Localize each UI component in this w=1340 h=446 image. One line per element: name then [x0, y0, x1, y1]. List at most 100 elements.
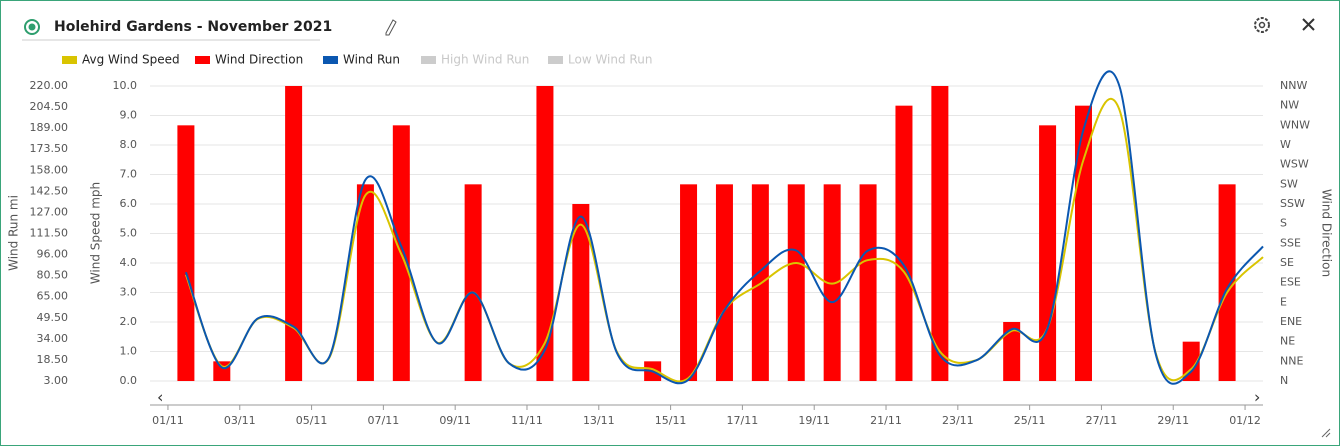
x-tick-label: 27/11: [1086, 414, 1118, 427]
resize-handle[interactable]: [1321, 428, 1331, 438]
x-tick-label: 23/11: [942, 414, 974, 427]
y-tick-label: 3.0: [120, 286, 138, 299]
bar: [1182, 341, 1200, 381]
y-tick-label: 2.0: [120, 315, 138, 328]
y3-axis-title: Wind Run mi: [7, 195, 21, 271]
x-tick-label: 03/11: [224, 414, 256, 427]
plot: 0.0 1.0 2.0 3.0 4.0 5.0 6.0 7.0 8.0 9.0 10.0 3.00 18…: [7, 53, 1334, 428]
y3-tick-label: 158.00: [30, 163, 69, 176]
line: [184, 70, 1264, 385]
y2-tick-label: E: [1280, 295, 1287, 308]
scroll-right[interactable]: ›: [1254, 388, 1260, 407]
close-icon[interactable]: [1302, 18, 1315, 31]
y2-axis-title: Wind Direction: [1320, 189, 1334, 277]
x-tick-label: 01/11: [152, 414, 184, 427]
y3-tick-label: 34.00: [37, 332, 69, 345]
y-axis-title: Wind Speed mph: [89, 182, 103, 284]
y3-tick-label: 49.50: [37, 311, 69, 324]
y3-tick-label: 173.50: [30, 142, 69, 155]
widget-title: Holehird Gardens - November 2021: [54, 19, 332, 35]
bar: [895, 105, 913, 382]
y-tick-label: 6.0: [120, 197, 138, 210]
y2-tick-label: ENE: [1280, 315, 1302, 328]
y2-tick-label: SW: [1280, 177, 1298, 190]
x-tick-label: 07/11: [368, 414, 400, 427]
legend-swatch[interactable]: [195, 56, 210, 64]
legend-label[interactable]: Low Wind Run: [568, 53, 652, 67]
bar: [213, 361, 231, 381]
y2-tick-label: SSE: [1280, 236, 1301, 249]
x-tick-label: 15/11: [655, 414, 687, 427]
bar: [572, 204, 590, 381]
y3-tick-label: 65.00: [37, 290, 69, 303]
bar: [285, 86, 303, 381]
y-tick-label: 4.0: [120, 256, 138, 269]
bar: [1039, 125, 1057, 381]
y2-tick-label: NW: [1280, 99, 1299, 112]
bar: [931, 86, 949, 381]
scroll-left[interactable]: ‹: [157, 388, 163, 407]
legend-label[interactable]: Avg Wind Speed: [82, 53, 180, 67]
bar: [859, 184, 877, 381]
y3-tick-label: 127.00: [30, 205, 69, 218]
x-tick-label: 29/11: [1157, 414, 1189, 427]
bar: [1218, 184, 1236, 381]
y3-tick-label: 96.00: [37, 248, 69, 261]
bar: [787, 184, 805, 381]
y-tick-label: 5.0: [120, 227, 138, 240]
x-tick-label: 13/11: [583, 414, 615, 427]
y-tick-label: 8.0: [120, 138, 138, 151]
legend-label[interactable]: Wind Direction: [215, 53, 303, 67]
y-tick-label: 9.0: [120, 109, 138, 122]
y2-tick-label: WNW: [1280, 118, 1310, 131]
legend-swatch[interactable]: [62, 56, 77, 64]
gear: [1254, 17, 1270, 33]
bar: [715, 184, 733, 381]
bar: [177, 125, 195, 381]
y3-tick-label: 142.50: [30, 184, 69, 197]
y3-tick-label: 111.50: [30, 227, 69, 240]
y2-tick-label: ESE: [1280, 276, 1301, 289]
y-tick-label: 1.0: [120, 345, 138, 358]
y2-tick-label: NNE: [1280, 354, 1303, 367]
y-tick-label: 10.0: [113, 79, 138, 92]
y3-tick-label: 80.50: [37, 269, 69, 282]
x-tick-label: 11/11: [511, 414, 543, 427]
y-tick-label: 0.0: [120, 374, 138, 387]
y2-tick-label: S: [1280, 217, 1287, 230]
y3-tick-label: 189.00: [30, 121, 69, 134]
y2-tick-label: NE: [1280, 335, 1295, 348]
y-tick-label: 7.0: [120, 168, 138, 181]
bar: [1003, 322, 1021, 381]
x-tick-label: 09/11: [439, 414, 471, 427]
bar: [356, 184, 374, 381]
legend-swatch[interactable]: [548, 56, 563, 64]
y3-tick-label: 18.50: [37, 353, 69, 366]
legend-swatch[interactable]: [323, 56, 338, 64]
x-tick-label: 25/11: [1014, 414, 1046, 427]
y2-tick-label: SE: [1280, 256, 1294, 269]
legend-label[interactable]: Wind Run: [343, 53, 400, 67]
x-tick-label: 21/11: [870, 414, 902, 427]
y2-tick-label: N: [1280, 374, 1288, 387]
bar: [464, 184, 482, 381]
y2-tick-label: WSW: [1280, 158, 1309, 171]
status-dot: [28, 23, 36, 31]
status-icon: [24, 19, 40, 35]
x-tick-label: 01/12: [1229, 414, 1261, 427]
y2-tick-label: W: [1280, 138, 1291, 151]
bar: [680, 184, 698, 381]
x-tick-label: 05/11: [296, 414, 328, 427]
y2-tick-label: NNW: [1280, 79, 1307, 92]
legend-swatch[interactable]: [421, 56, 436, 64]
y2-tick-label: SSW: [1280, 197, 1305, 210]
edit-icon[interactable]: [385, 19, 397, 36]
y3-tick-label: 204.50: [30, 100, 69, 113]
legend-label[interactable]: High Wind Run: [441, 53, 529, 67]
x-tick-label: 17/11: [727, 414, 759, 427]
bar: [1074, 105, 1092, 382]
settings-icon[interactable]: [1254, 17, 1270, 33]
x-tick-label: 19/11: [798, 414, 830, 427]
bar: [536, 86, 554, 381]
